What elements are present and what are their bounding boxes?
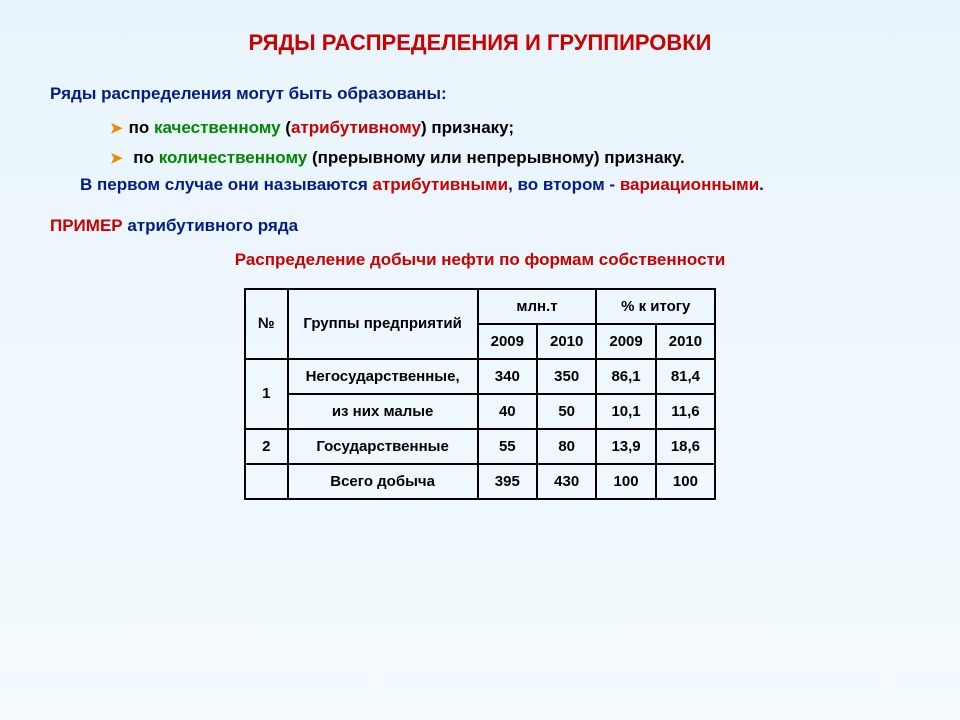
cell: 81,4 bbox=[656, 359, 715, 394]
th-2010a: 2010 bbox=[537, 324, 596, 359]
ex-blue: атрибутивного ряда bbox=[123, 216, 298, 235]
bullet-2: ➤ по количественному (прерывному или неп… bbox=[110, 148, 910, 168]
table-row: 2 Государственные 55 80 13,9 18,6 bbox=[245, 429, 715, 464]
chevron-icon: ➤ bbox=[110, 150, 123, 167]
th-mln: млн.т bbox=[478, 289, 597, 324]
table-title: Распределение добычи нефти по формам соб… bbox=[50, 250, 910, 270]
p2: атрибутивными bbox=[372, 175, 508, 194]
table-row: 1 Негосударственные, 340 350 86,1 81,4 bbox=[245, 359, 715, 394]
b1-po: по bbox=[129, 118, 154, 137]
th-2009b: 2009 bbox=[596, 324, 655, 359]
b2-pre: по bbox=[129, 148, 159, 167]
b2-kol: количественному bbox=[159, 148, 308, 167]
p4: вариационными bbox=[620, 175, 759, 194]
th-num: № bbox=[245, 289, 288, 359]
cell: Всего добыча bbox=[288, 464, 478, 499]
p5: . bbox=[759, 175, 764, 194]
cell: 18,6 bbox=[656, 429, 715, 464]
bullet-1: ➤ по качественному (атрибутивному) призна… bbox=[110, 118, 910, 138]
cell: Государственные bbox=[288, 429, 478, 464]
table-row: Всего добыча 395 430 100 100 bbox=[245, 464, 715, 499]
cell: Негосударственные, bbox=[288, 359, 478, 394]
th-2010b: 2010 bbox=[656, 324, 715, 359]
cell: 80 bbox=[537, 429, 596, 464]
p3: , во втором - bbox=[508, 175, 620, 194]
paragraph: В первом случае они называются атрибутив… bbox=[50, 172, 910, 198]
cell: 340 bbox=[478, 359, 537, 394]
table-row: из них малые 40 50 10,1 11,6 bbox=[245, 394, 715, 429]
p1: В первом случае они называются bbox=[80, 175, 372, 194]
header-row-1: № Группы предприятий млн.т % к итогу bbox=[245, 289, 715, 324]
example-label: ПРИМЕР атрибутивного ряда bbox=[50, 216, 910, 236]
data-table: № Группы предприятий млн.т % к итогу 200… bbox=[244, 288, 716, 500]
intro-text: Ряды распределения могут быть образованы… bbox=[50, 84, 910, 104]
cell: 13,9 bbox=[596, 429, 655, 464]
cell: 10,1 bbox=[596, 394, 655, 429]
chevron-icon: ➤ bbox=[110, 120, 123, 137]
b1-kach: качественному bbox=[154, 118, 281, 137]
cell: из них малые bbox=[288, 394, 478, 429]
cell: 350 bbox=[537, 359, 596, 394]
cell: 55 bbox=[478, 429, 537, 464]
cell: 100 bbox=[596, 464, 655, 499]
page-title: РЯДЫ РАСПРЕДЕЛЕНИЯ И ГРУППИРОВКИ bbox=[50, 30, 910, 56]
cell: 50 bbox=[537, 394, 596, 429]
b2-rest: (прерывному или непрерывному) признаку. bbox=[307, 148, 685, 167]
b1-close: ) признаку; bbox=[421, 118, 514, 137]
cell: 86,1 bbox=[596, 359, 655, 394]
th-pct: % к итогу bbox=[596, 289, 715, 324]
bullet-list: ➤ по качественному (атрибутивному) призна… bbox=[110, 118, 910, 168]
cell: 11,6 bbox=[656, 394, 715, 429]
b1-attr: атрибутивному bbox=[291, 118, 421, 137]
ex-red: ПРИМЕР bbox=[50, 216, 123, 235]
cell: 100 bbox=[656, 464, 715, 499]
cell: 395 bbox=[478, 464, 537, 499]
cell: 2 bbox=[245, 429, 288, 464]
th-group: Группы предприятий bbox=[288, 289, 478, 359]
cell bbox=[245, 464, 288, 499]
cell: 1 bbox=[245, 359, 288, 429]
cell: 40 bbox=[478, 394, 537, 429]
b1-open: ( bbox=[281, 118, 291, 137]
cell: 430 bbox=[537, 464, 596, 499]
th-2009a: 2009 bbox=[478, 324, 537, 359]
